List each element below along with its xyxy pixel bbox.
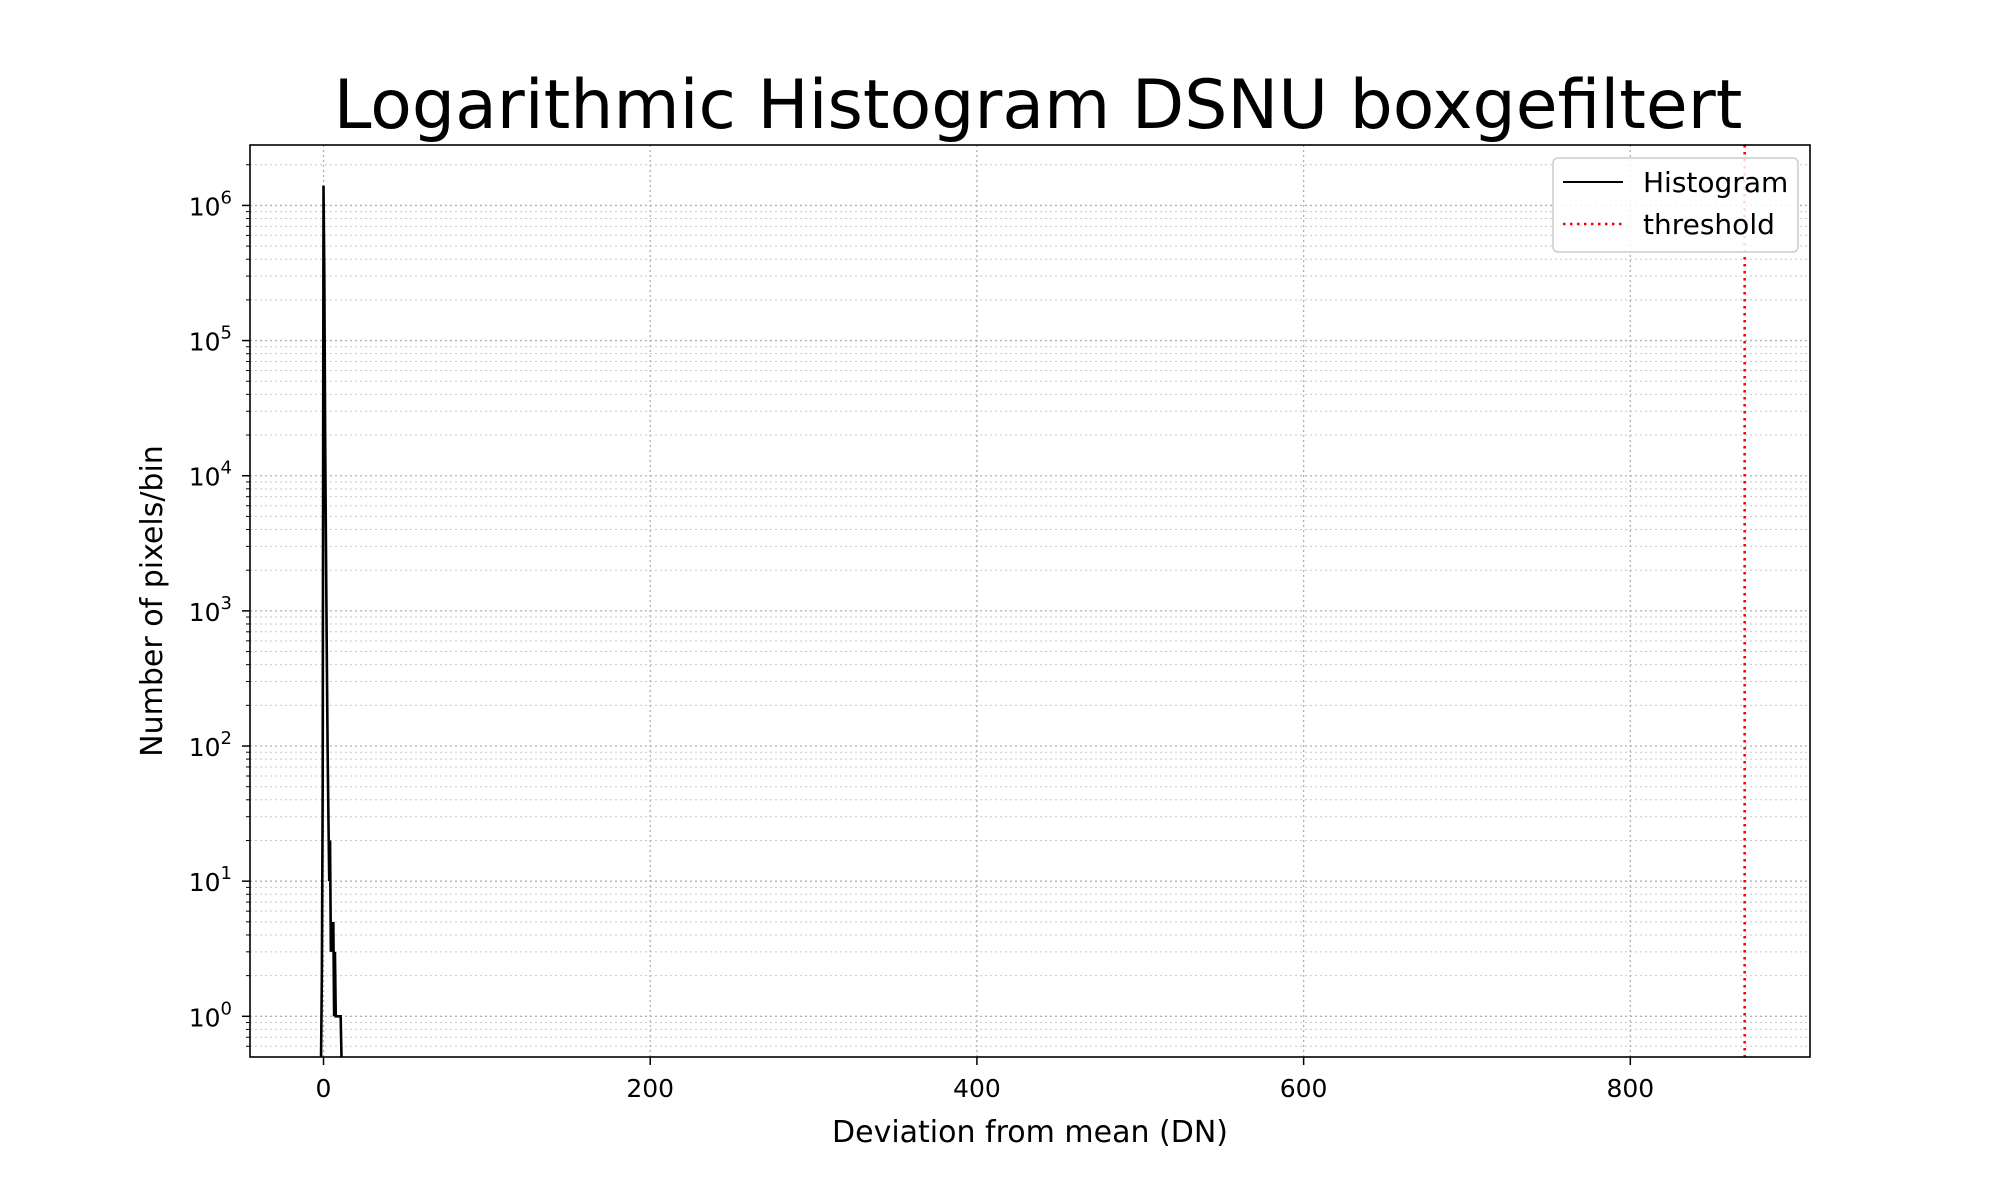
x-axis: 0 200 400 600 800 xyxy=(316,1057,1654,1103)
legend-label-histogram: Histogram xyxy=(1643,166,1788,199)
y-tick-label: 102 xyxy=(189,728,232,762)
x-tick-label: 0 xyxy=(316,1074,332,1103)
legend-label-threshold: threshold xyxy=(1643,208,1775,241)
chart-title: Logarithmic Histogram DSNU boxgefiltert xyxy=(334,66,1743,145)
y-axis-label: Number of pixels/bin xyxy=(135,445,170,757)
x-tick-label: 200 xyxy=(626,1074,674,1103)
series-layer xyxy=(319,145,1746,1058)
y-tick-label: 101 xyxy=(189,863,232,897)
x-tick-label: 800 xyxy=(1606,1074,1654,1103)
y-tick-label: 104 xyxy=(189,458,232,492)
x-tick-label: 400 xyxy=(953,1074,1001,1103)
x-axis-label: Deviation from mean (DN) xyxy=(832,1115,1228,1150)
y-axis: 100 101 102 103 104 105 106 xyxy=(189,164,250,1047)
grid-minor xyxy=(250,164,1810,1047)
histogram-line xyxy=(319,185,343,1058)
y-tick-label: 100 xyxy=(189,998,232,1032)
plot-frame xyxy=(249,144,1811,1058)
legend: Histogram threshold xyxy=(1552,157,1799,253)
y-tick-label: 106 xyxy=(189,187,232,221)
y-tick-label: 105 xyxy=(189,323,232,357)
x-tick-label: 600 xyxy=(1280,1074,1328,1103)
y-tick-label: 103 xyxy=(189,593,232,627)
